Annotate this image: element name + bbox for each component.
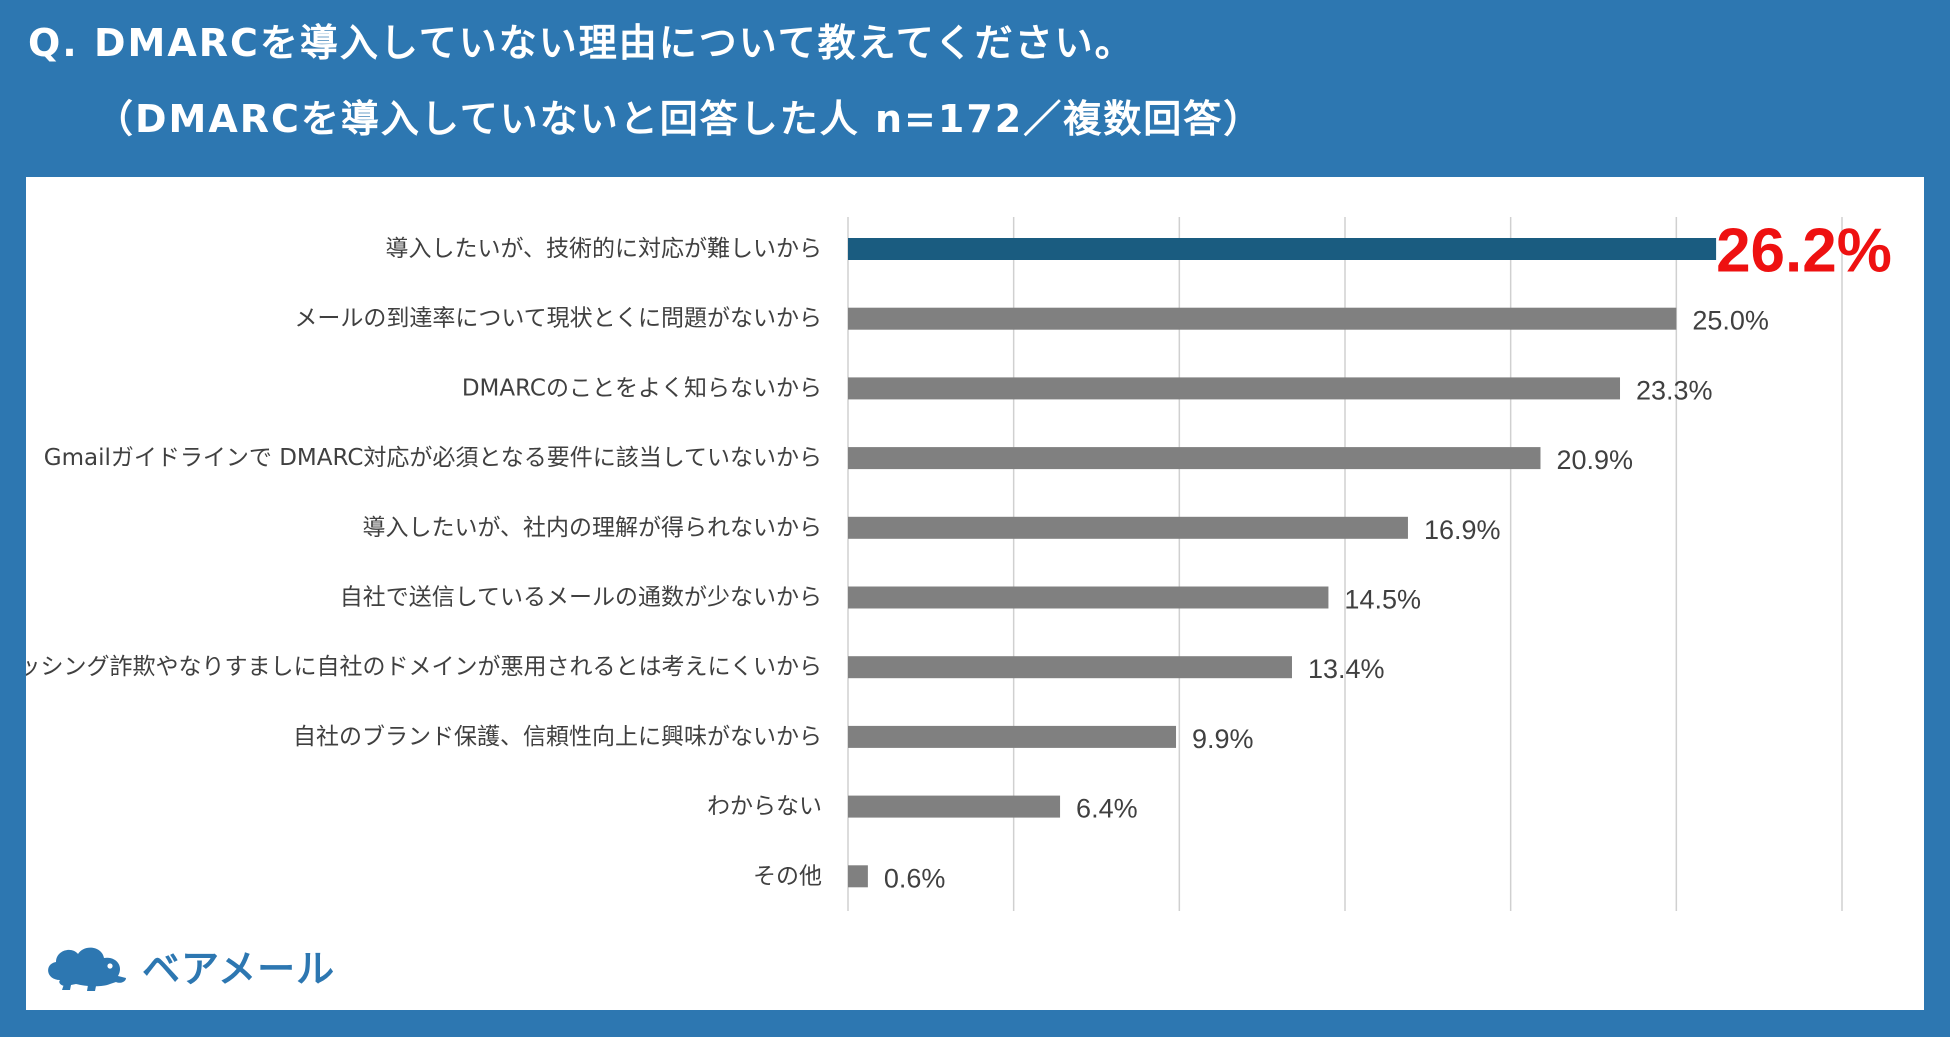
bar [848, 516, 1408, 539]
chart-panel: 導入したいが、技術的に対応が難しいから 26.2% メールの到達率について現状とくに… [26, 177, 1924, 1010]
bar [848, 586, 1329, 609]
bar [848, 795, 1061, 818]
category-label: その他 [753, 863, 822, 889]
value-label: 14.5% [1344, 585, 1421, 615]
bar [848, 725, 1177, 748]
bar-chart: 導入したいが、技術的に対応が難しいから 26.2% メールの到達率について現状とくに… [26, 217, 1892, 911]
value-label: 6.4% [1076, 794, 1138, 824]
bar [848, 307, 1677, 330]
brand-logo: ベアメール [40, 938, 335, 993]
value-label: 9.9% [1192, 724, 1254, 754]
category-label: わからない [707, 794, 822, 820]
bar-highlight [848, 238, 1717, 260]
chart-subtitle: （DMARCを導入していないと回答した人 n=172／複数回答） [95, 97, 1264, 141]
value-label-highlight: 26.2% [1716, 217, 1892, 286]
value-label: 16.9% [1424, 515, 1501, 545]
bar [848, 656, 1292, 679]
category-label: 自社のブランド保護、信頼性向上に興味がないから [293, 724, 822, 750]
category-label: メールの到達率について現状とくに問題がないから [294, 306, 822, 332]
value-label: 13.4% [1308, 654, 1385, 684]
bar [848, 865, 868, 888]
category-label: 導入したいが、社内の理解が得られないから [362, 515, 822, 541]
category-label: フィッシング詐欺やなりすましに自社のドメインが悪用されるとは考えにくいから [26, 654, 822, 680]
chart-title: Q. DMARCを導入していない理由について教えてください。 [28, 21, 1135, 65]
value-label: 0.6% [884, 863, 946, 893]
category-label: Gmailガイドラインで DMARC対応が必須となる要件に該当していないから [44, 445, 822, 471]
bar [848, 447, 1541, 470]
brand-name: ベアメール [142, 947, 336, 991]
category-label: DMARCのことをよく知らないから [462, 375, 822, 401]
bear-cloud-icon [48, 947, 126, 991]
value-label: 23.3% [1636, 375, 1713, 405]
category-label: 導入したいが、技術的に対応が難しいから [385, 236, 822, 262]
bar [848, 377, 1621, 400]
value-label: 25.0% [1692, 306, 1769, 336]
category-label: 自社で送信しているメールの通数が少ないから [340, 585, 822, 611]
value-label: 20.9% [1556, 445, 1633, 475]
